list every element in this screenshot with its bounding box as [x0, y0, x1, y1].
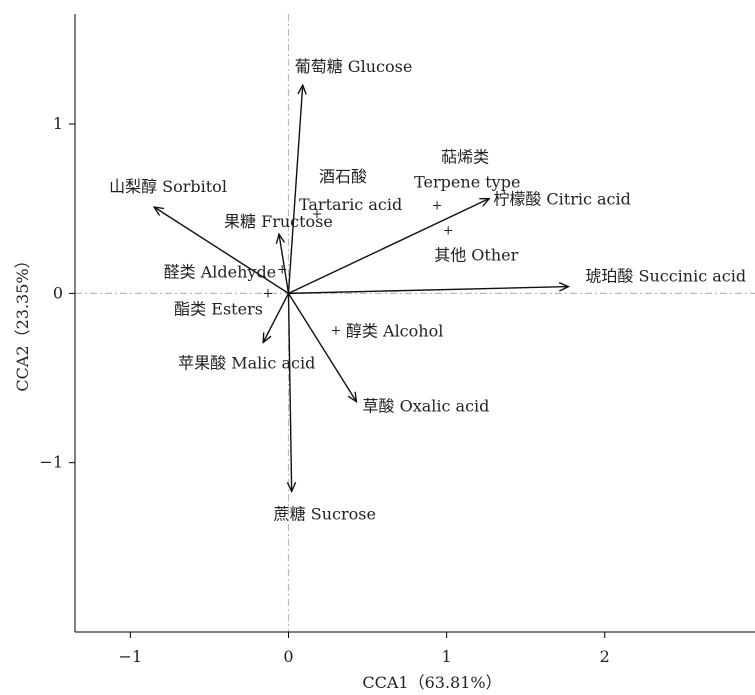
vector-arrow: [279, 234, 290, 294]
point-label: 其他 Other: [434, 246, 518, 265]
point-label: 醛类 Aldehyde: [164, 263, 277, 282]
x-tick-label: 1: [442, 647, 452, 666]
vector-arrow: [288, 287, 568, 295]
y-axis-label: CCA2（23.35%）: [13, 252, 32, 391]
point-marker: +: [312, 207, 323, 222]
y-tick-label: −1: [39, 453, 63, 472]
vector-arrow: [287, 85, 302, 294]
y-tick-label: 1: [53, 114, 63, 133]
point-marker: +: [443, 224, 454, 239]
axes: [74, 14, 755, 633]
point-label: 醇类 Alcohol: [346, 322, 443, 341]
vector-label: 苹果酸 Malic acid: [178, 353, 315, 372]
point-label-en: Terpene type: [414, 172, 520, 191]
x-tick-label: 2: [600, 647, 610, 666]
x-tick-label: −1: [119, 647, 143, 666]
point-marker: +: [330, 324, 341, 339]
vector-arrows: [154, 85, 568, 491]
vector-label: 柠檬酸 Citric acid: [493, 190, 631, 209]
point-marker: +: [277, 263, 288, 278]
vector-arrow: [287, 292, 356, 401]
vector-label: 琥珀酸 Succinic acid: [585, 267, 746, 286]
vector-arrow: [263, 293, 290, 342]
x-tick-label: 0: [283, 647, 293, 666]
reference-lines: [75, 14, 755, 632]
vector-label: 果糖 Fructose: [224, 212, 333, 231]
point-markers: ++++++: [262, 198, 453, 338]
vector-arrow: [288, 293, 291, 491]
vector-label: 蔗糖 Sucrose: [274, 504, 376, 523]
vector-label: 葡萄糖 Glucose: [295, 57, 413, 76]
point-label: 酯类 Esters: [174, 299, 263, 318]
point-label-en: Tartaric acid: [299, 195, 402, 214]
point-marker: +: [262, 286, 273, 301]
vector-arrow: [154, 207, 289, 294]
vector-arrow: [288, 199, 489, 295]
point-marker: +: [432, 198, 443, 213]
y-tick-label: 0: [53, 283, 63, 302]
vector-label: 草酸 Oxalic acid: [362, 397, 489, 416]
data-labels: 葡萄糖 Glucose 山梨醇 Sorbitol 果糖 Fructose 柠檬酸 Ci…: [109, 57, 746, 523]
point-label-cn: 酒石酸: [319, 167, 367, 186]
point-label-cn: 萜烯类: [441, 147, 489, 166]
tick-marks: −1 0 1 2 −1 0 1: [39, 114, 609, 666]
vector-label: 山梨醇 Sorbitol: [109, 177, 227, 196]
x-axis-label: CCA1（63.81%）: [362, 673, 501, 692]
